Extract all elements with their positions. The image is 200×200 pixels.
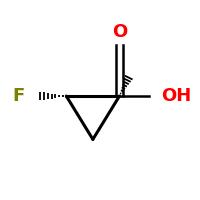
Text: O: O: [112, 23, 127, 41]
Text: F: F: [13, 87, 25, 105]
Text: OH: OH: [161, 87, 191, 105]
